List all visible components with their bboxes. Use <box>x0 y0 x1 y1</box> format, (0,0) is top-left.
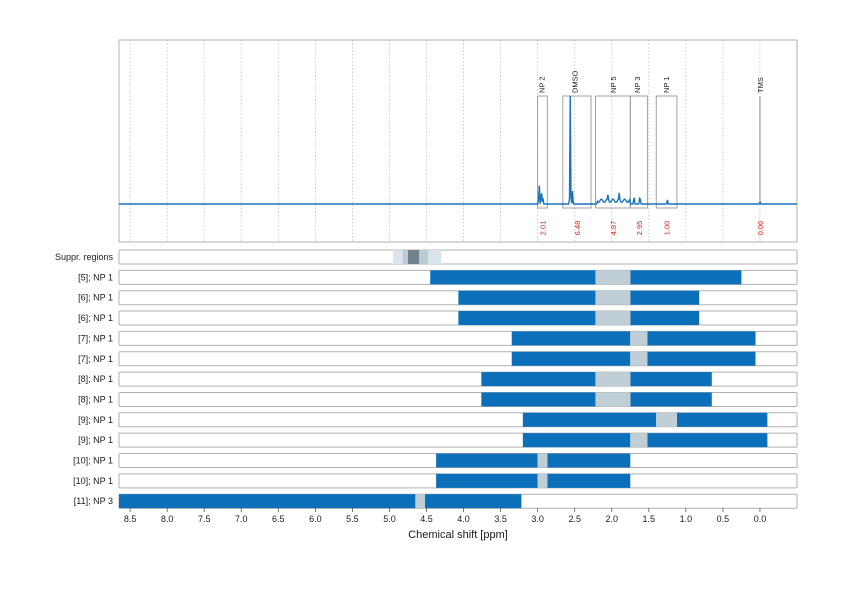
x-axis-label: Chemical shift [ppm] <box>408 529 508 541</box>
range-bar <box>436 453 538 468</box>
suppr-row-frame <box>118 249 798 265</box>
x-tick-label: 2.5 <box>568 514 581 524</box>
row-label: Suppr. regions <box>55 252 114 262</box>
row-label: [7]; NP 1 <box>78 354 113 364</box>
range-bar <box>436 473 538 488</box>
row-label: [10]; NP 1 <box>73 456 113 466</box>
gap-bar <box>595 270 631 285</box>
x-tick-label: 8.0 <box>161 514 174 524</box>
row-label: [9]; NP 1 <box>78 415 113 425</box>
x-tick-label: 3.0 <box>531 514 544 524</box>
row-label: [8]; NP 1 <box>78 394 113 404</box>
gap-bar <box>595 311 631 326</box>
integral-value: 1.00 <box>663 221 672 236</box>
peak-label: NP 2 <box>537 76 546 93</box>
range-bar <box>647 331 756 346</box>
peak-label: DMSO <box>571 70 580 93</box>
range-bar <box>522 412 657 427</box>
x-axis: 8.5 8.0 7.5 7.0 6.5 6.0 5.5 5.0 4.5 4.0 3.5 3.0 2.5 2… <box>124 508 766 524</box>
x-tick-label: 7.0 <box>235 514 248 524</box>
integral-value: 6.48 <box>573 221 582 236</box>
grid-lines <box>129 40 761 242</box>
x-tick-label: 6.0 <box>309 514 322 524</box>
gap-bar <box>656 412 677 427</box>
range-bar <box>647 351 756 366</box>
suppr-band <box>407 250 420 264</box>
row-label: [9]; NP 1 <box>78 435 113 445</box>
gap-bar <box>630 351 648 366</box>
range-bar <box>430 270 596 285</box>
integration-box <box>562 95 592 209</box>
x-tick-label: 2.0 <box>605 514 618 524</box>
x-tick-label: 6.5 <box>272 514 285 524</box>
gap-bar <box>537 473 548 488</box>
range-bar <box>425 494 522 509</box>
x-tick-label: 3.5 <box>494 514 507 524</box>
x-tick-label: 5.5 <box>346 514 359 524</box>
range-bar <box>458 290 596 305</box>
gap-bar <box>595 392 631 407</box>
range-bar <box>547 453 631 468</box>
range-bar <box>481 372 596 387</box>
integration-box <box>655 95 678 209</box>
x-tick-label: 1.0 <box>680 514 693 524</box>
range-bar <box>481 392 596 407</box>
integral-value: 4.87 <box>609 221 618 236</box>
gap-bar <box>537 453 548 468</box>
gap-bar <box>630 433 648 448</box>
range-bar <box>630 311 700 326</box>
range-bar <box>630 372 712 387</box>
range-bar <box>647 433 768 448</box>
row-label: [5]; NP 1 <box>78 272 113 282</box>
gap-bar <box>595 290 631 305</box>
gap-bar <box>630 331 648 346</box>
peak-label: NP 5 <box>609 76 618 93</box>
integral-value: 2.95 <box>635 221 644 236</box>
peak-label: NP 1 <box>662 76 671 93</box>
row-label: [7]; NP 1 <box>78 333 113 343</box>
range-bar <box>511 331 631 346</box>
row-label: [10]; NP 1 <box>73 476 113 486</box>
range-bar <box>630 392 712 407</box>
range-bar <box>630 270 742 285</box>
integral-value: 2.01 <box>538 221 547 236</box>
range-bar <box>547 473 631 488</box>
peak-label: TMS <box>756 77 765 93</box>
x-tick-label: 8.5 <box>124 514 137 524</box>
range-bar <box>119 494 416 509</box>
x-tick-label: 1.5 <box>643 514 656 524</box>
x-tick-label: 4.5 <box>420 514 433 524</box>
range-bar <box>676 412 768 427</box>
row-label: [6]; NP 1 <box>78 313 113 323</box>
integral-value: 0.00 <box>756 221 765 236</box>
gap-bar <box>415 494 426 509</box>
spectrum-panel-frame <box>118 39 798 243</box>
range-bar <box>458 311 596 326</box>
x-tick-label: 4.0 <box>457 514 470 524</box>
range-rows: Suppr. regions [5]; NP 1 [6]; NP 1 [6]; NP … <box>55 249 798 509</box>
integration-box <box>537 95 548 209</box>
peak-label: NP 3 <box>633 76 642 93</box>
range-bar <box>511 351 631 366</box>
row-label: [11]; NP 3 <box>74 496 113 506</box>
gap-bar <box>595 372 631 387</box>
x-tick-label: 5.0 <box>383 514 396 524</box>
range-bar <box>522 433 631 448</box>
spectrum-trace <box>119 96 797 205</box>
x-tick-label: 0.0 <box>754 514 767 524</box>
row-label: [8]; NP 1 <box>78 374 113 384</box>
x-tick-label: 7.5 <box>198 514 211 524</box>
range-bar <box>630 290 700 305</box>
spectrum-panel: NP 2 2.01 DMSO 6.48 NP 5 4.87 NP 3 2.95 NP 1 1.00… <box>119 70 797 235</box>
integration-box <box>629 95 648 209</box>
row-label: [6]; NP 1 <box>78 293 113 303</box>
x-tick-label: 0.5 <box>717 514 730 524</box>
